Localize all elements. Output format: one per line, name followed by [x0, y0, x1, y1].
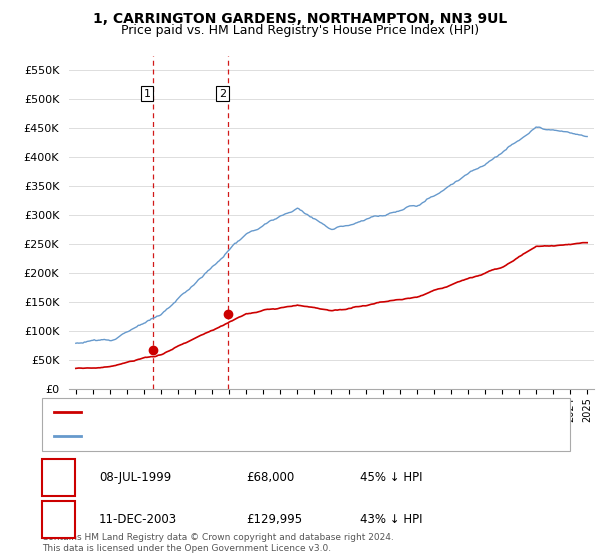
Text: 2: 2	[218, 88, 226, 99]
Text: Price paid vs. HM Land Registry's House Price Index (HPI): Price paid vs. HM Land Registry's House …	[121, 24, 479, 37]
Text: 08-JUL-1999: 08-JUL-1999	[99, 471, 171, 484]
Text: HPI: Average price, detached house, West Northamptonshire: HPI: Average price, detached house, West…	[87, 431, 404, 441]
Text: 1: 1	[54, 471, 63, 484]
Text: 11-DEC-2003: 11-DEC-2003	[99, 513, 177, 526]
Text: 2: 2	[54, 513, 63, 526]
Text: 45% ↓ HPI: 45% ↓ HPI	[360, 471, 422, 484]
Text: 1, CARRINGTON GARDENS, NORTHAMPTON, NN3 9UL (detached house): 1, CARRINGTON GARDENS, NORTHAMPTON, NN3 …	[87, 408, 458, 418]
Text: Contains HM Land Registry data © Crown copyright and database right 2024.
This d: Contains HM Land Registry data © Crown c…	[42, 533, 394, 553]
Text: 1: 1	[143, 88, 151, 99]
Text: £68,000: £68,000	[246, 471, 294, 484]
Text: 43% ↓ HPI: 43% ↓ HPI	[360, 513, 422, 526]
Text: £129,995: £129,995	[246, 513, 302, 526]
Text: 1, CARRINGTON GARDENS, NORTHAMPTON, NN3 9UL: 1, CARRINGTON GARDENS, NORTHAMPTON, NN3 …	[93, 12, 507, 26]
